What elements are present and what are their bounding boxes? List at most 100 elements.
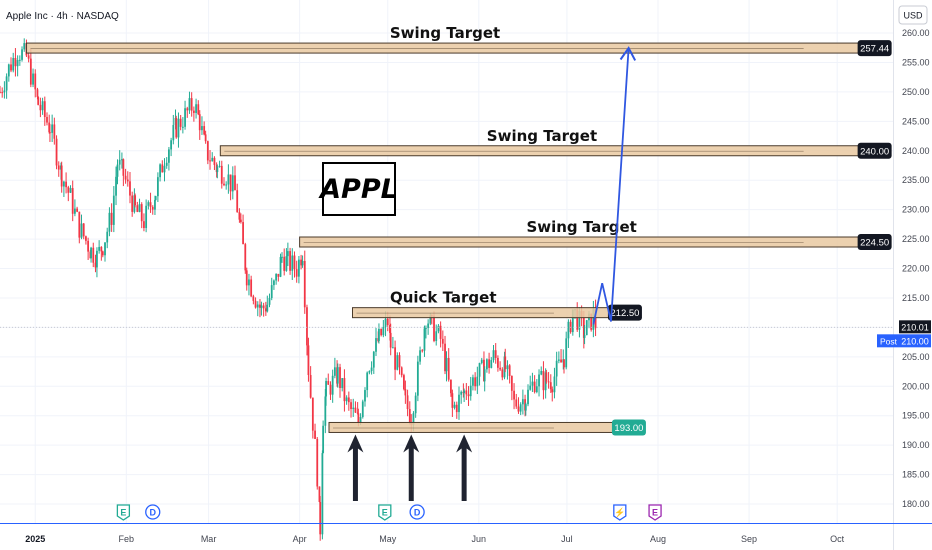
candle-body (204, 134, 207, 142)
candle (154, 195, 157, 201)
event-marker-badge (378, 504, 392, 521)
currency-badge[interactable]: USD (898, 5, 928, 25)
candle-body (129, 181, 131, 196)
candle-body (501, 369, 504, 378)
candle (204, 130, 207, 144)
target-zone[interactable]: Quick Target 212.50 (352, 289, 642, 321)
candle-body (301, 260, 304, 266)
target-zone-band (328, 421, 615, 433)
candle-body (583, 335, 586, 338)
candle (361, 399, 364, 419)
candle-body (345, 397, 348, 402)
event-marker[interactable]: E (378, 504, 392, 521)
candle-body (533, 381, 536, 393)
candle-body (65, 181, 67, 188)
projection-line[interactable] (592, 48, 630, 325)
candle-body (316, 438, 319, 487)
event-marker[interactable]: E (648, 504, 662, 521)
candle-body (27, 55, 30, 59)
candle-body (421, 350, 424, 352)
candle-body (400, 367, 403, 376)
candle-body (460, 391, 463, 395)
candle-body (147, 202, 150, 206)
candle (319, 495, 322, 541)
candle (115, 166, 117, 206)
candle (283, 248, 286, 276)
candle (41, 97, 44, 115)
candle-body (273, 280, 275, 286)
target-zone[interactable]: Swing Target 224.50 (299, 218, 892, 251)
candle (513, 383, 515, 410)
candle-body (361, 401, 364, 418)
candle (16, 55, 19, 77)
candle (441, 330, 444, 352)
candle-body (163, 165, 166, 173)
candle-body (506, 365, 509, 370)
candle (343, 369, 346, 412)
candle-body (29, 58, 32, 85)
candle-body (364, 390, 366, 402)
candle-body (458, 394, 460, 413)
candle-body (429, 315, 432, 324)
candle (281, 252, 283, 263)
candle-body (262, 305, 265, 309)
target-zone-label: Quick Target (390, 289, 497, 307)
candle-body (309, 375, 312, 398)
candle (156, 172, 159, 203)
candle (218, 160, 221, 168)
ticker-annotation[interactable]: APPL (318, 162, 398, 216)
candle-body (492, 350, 495, 361)
candle-body (463, 390, 466, 394)
candle (329, 381, 332, 401)
candle (71, 180, 74, 222)
event-marker[interactable]: E (116, 504, 131, 521)
candle (524, 402, 527, 416)
event-marker[interactable]: ⚡ (613, 504, 627, 521)
candle-body (71, 188, 74, 214)
candle (414, 392, 417, 418)
event-marker[interactable]: D (145, 504, 161, 520)
candle (406, 389, 409, 417)
candle-body (444, 343, 446, 372)
candle-body (48, 122, 51, 133)
candle (501, 367, 504, 381)
target-zone[interactable]: 193.00 (328, 419, 646, 436)
candle-body (289, 251, 291, 271)
candle (567, 319, 570, 348)
candle (314, 423, 316, 440)
candle-body (57, 165, 60, 170)
candle (188, 91, 191, 114)
candle-body (450, 379, 452, 394)
candle (225, 181, 228, 190)
candle-body (242, 222, 244, 245)
candle (236, 183, 239, 213)
candle (104, 242, 106, 262)
event-marker[interactable]: D (409, 504, 425, 520)
candle (85, 235, 87, 245)
target-zone[interactable]: Swing Target 240.00 (219, 127, 892, 159)
candle-body (264, 308, 267, 312)
price-tick-label: 185.00 (902, 470, 930, 480)
candle (553, 367, 556, 399)
price-tick-label: 245.00 (902, 116, 930, 126)
candle (87, 237, 90, 260)
candle-body (478, 363, 481, 377)
candle (48, 114, 51, 134)
time-tick-label: Feb (119, 534, 135, 544)
candle-body (480, 359, 483, 364)
candle-body (21, 49, 23, 60)
candle-body (391, 347, 394, 349)
candle (303, 250, 306, 314)
candle-body (331, 375, 334, 395)
candle (149, 192, 152, 213)
target-zone[interactable]: Swing Target 257.44 (25, 24, 892, 57)
candle-body (227, 174, 230, 185)
candle (23, 38, 26, 52)
candle (168, 146, 170, 171)
candle-body (252, 296, 255, 301)
candle-body (43, 101, 46, 118)
candle (336, 363, 339, 388)
candle (69, 185, 72, 193)
candle (140, 202, 143, 229)
